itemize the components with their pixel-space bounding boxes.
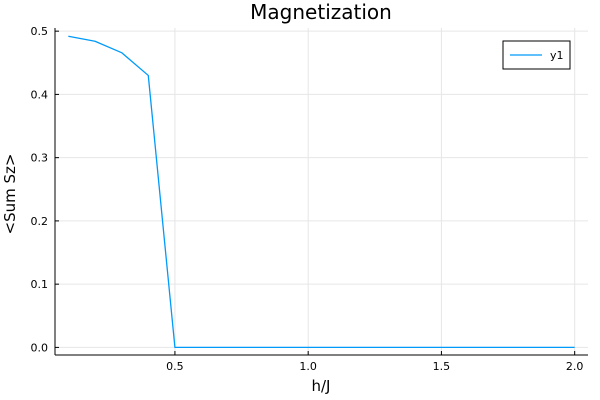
x-tick-label: 2.0 bbox=[566, 360, 584, 373]
legend-label-y1: y1 bbox=[550, 49, 564, 62]
series-lines bbox=[68, 35, 575, 349]
y-tick-label: 0.5 bbox=[31, 25, 49, 38]
y-tick-label: 0.1 bbox=[31, 278, 49, 291]
y-tick-label: 0.0 bbox=[31, 341, 49, 354]
legend: y1 bbox=[502, 40, 571, 70]
x-tick-label: 1.5 bbox=[433, 360, 451, 373]
y-tick-label: 0.4 bbox=[31, 88, 49, 101]
y-axis-label: <Sum Sz> bbox=[1, 154, 19, 235]
y-tick-label: 0.2 bbox=[31, 215, 49, 228]
x-axis-label: h/J bbox=[312, 377, 331, 395]
axes bbox=[54, 28, 588, 356]
chart-title: Magnetization bbox=[250, 0, 392, 24]
tick-labels: 0.5 1.0 1.5 2.0 0.0 0.1 0.2 0.3 0.4 0.5 bbox=[31, 25, 584, 373]
series-line-y1 bbox=[68, 35, 575, 349]
x-tick-label: 1.0 bbox=[299, 360, 317, 373]
y-tick-label: 0.3 bbox=[31, 152, 49, 165]
grid-lines bbox=[55, 28, 588, 355]
x-tick-label: 0.5 bbox=[166, 360, 184, 373]
